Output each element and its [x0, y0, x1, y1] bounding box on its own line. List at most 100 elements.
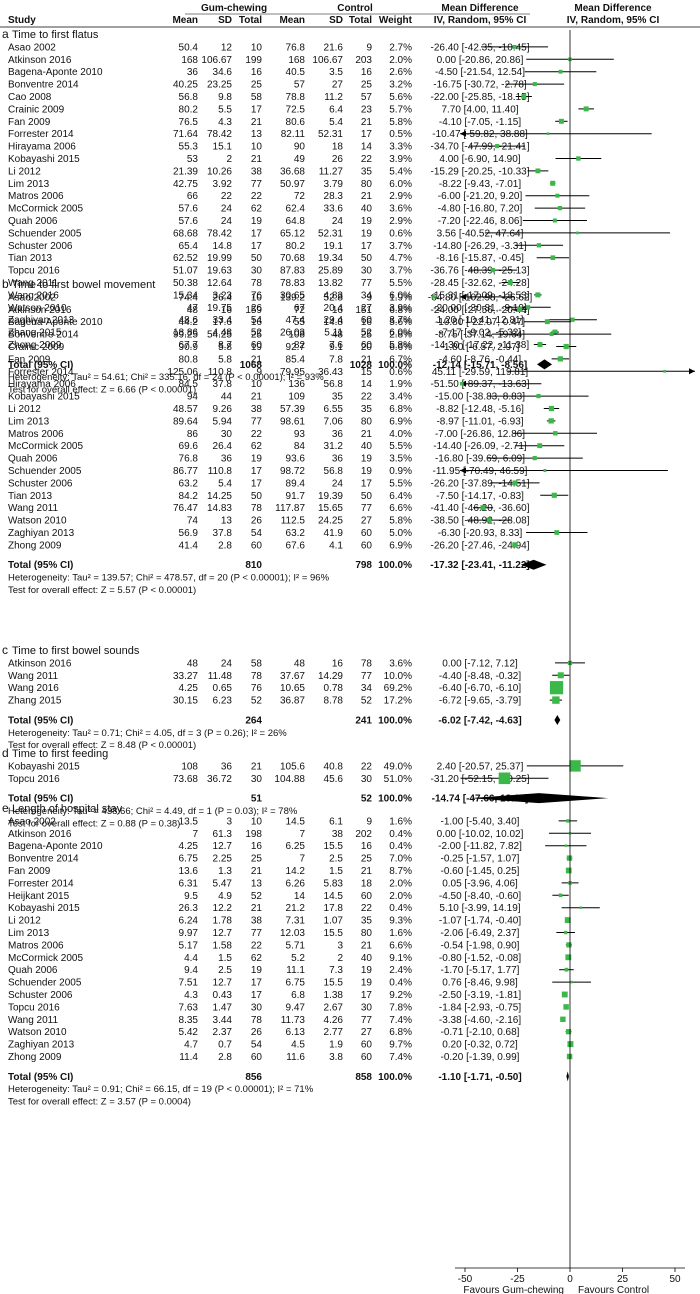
gum-sd: 44: [221, 392, 233, 403]
gum-total: 25: [251, 330, 263, 341]
gum-total: 13: [251, 129, 263, 140]
gum-total: 21: [251, 903, 263, 914]
study-marker: [460, 381, 464, 386]
study-name: Schuender 2005: [8, 228, 82, 239]
control-mean: 139.2: [280, 292, 305, 303]
section-letter: e: [2, 801, 9, 815]
control-total: 57: [361, 92, 373, 103]
study-marker: [558, 69, 563, 74]
study-weight: 2.4%: [389, 965, 412, 976]
control-mean: 117.87: [275, 503, 305, 514]
control-mean: 6.25: [286, 841, 306, 852]
control-total: 9: [366, 816, 372, 827]
control-sd: 14.5: [324, 891, 344, 902]
gum-sd: 4.48: [213, 328, 233, 339]
sd2-header: SD: [329, 15, 343, 26]
control-total: 22: [361, 761, 373, 772]
gum-total: 198: [245, 829, 262, 840]
control-mean: 11.1: [286, 965, 305, 976]
control-sd: 36: [332, 429, 344, 440]
control-sd: 2: [337, 953, 343, 964]
control-mean: 21.2: [286, 903, 306, 914]
control-total: 20: [361, 342, 373, 353]
gum-total: 10: [251, 379, 263, 390]
ci-arrow-left: [460, 293, 466, 300]
study-ci: -38.50 [-48.92, -28.08]: [431, 516, 530, 527]
study-name: Tian 2013: [8, 491, 53, 502]
gum-total: 16: [251, 841, 263, 852]
total-label: Total (95% CI): [8, 360, 73, 371]
gum-total: 50: [251, 253, 263, 264]
study-name: Quah 2006: [8, 454, 58, 465]
gum-sd: 1.78: [213, 916, 233, 927]
total-label: Total (95% CI): [8, 794, 73, 805]
control-total: 77: [361, 503, 373, 514]
study-weight: 5.6%: [389, 92, 412, 103]
control-sd: 3.79: [324, 179, 344, 190]
study-weight: 9.2%: [389, 990, 412, 1001]
gum-total: 78: [251, 278, 263, 289]
study-ci: -6.72 [-9.65, -3.79]: [439, 696, 521, 707]
study-marker: [549, 332, 554, 337]
control-total: 77: [361, 1015, 373, 1026]
group2-header: Control: [337, 3, 373, 14]
control-total: 19: [361, 216, 373, 227]
gum-mean: 41.4: [179, 540, 199, 551]
study-marker: [480, 505, 486, 511]
total-label: Total (95% CI): [8, 1072, 73, 1083]
control-total: 21: [361, 866, 373, 877]
gum-mean: 56.9: [179, 528, 199, 539]
study-marker: [564, 967, 569, 972]
study-marker: [554, 530, 560, 535]
total2-header: Total: [349, 15, 372, 26]
section-letter: c: [2, 643, 8, 657]
gum-total: 78: [251, 1015, 263, 1026]
study-name: Atkinson 2016: [8, 658, 72, 669]
study-ci: -6.40 [-6.70, -6.10]: [439, 683, 521, 694]
gum-sd: 0.43: [213, 990, 233, 1001]
study-ci: -14.40 [-26.09, -2.71]: [433, 441, 527, 452]
gum-mean: 67.7: [179, 340, 199, 351]
study-ci: -0.54 [-1.98, 0.90]: [441, 940, 520, 951]
x-tick-label: -25: [510, 1274, 525, 1285]
study-ci: -14.80 [-26.29, -3.31]: [433, 241, 527, 252]
control-sd: 36: [332, 454, 344, 465]
gum-mean: 40.25: [173, 80, 198, 91]
study-ci: -31.20 [-52.15, -10.25]: [431, 774, 530, 785]
study-ci: -8.75 [-37.14, 19.64]: [435, 330, 525, 341]
gum-mean: 50.4: [179, 42, 199, 53]
control-sd: 15.5: [324, 928, 344, 939]
study-ci: -15.29 [-20.25, -10.33]: [431, 166, 530, 177]
study-name: Bonventre 2014: [8, 330, 79, 341]
study-weight: 2.0%: [389, 55, 412, 66]
study-name: Zhong 2009: [8, 1052, 62, 1063]
study-name: Zhang 2015: [8, 696, 62, 707]
study-marker: [495, 144, 500, 149]
control-mean: 7: [299, 829, 305, 840]
control-mean: 30.65: [280, 290, 305, 301]
control-total: 9: [366, 42, 372, 53]
x-tick-label: 25: [617, 1274, 629, 1285]
control-mean: 6.26: [286, 878, 306, 889]
study-name: Zaghiyan 2013: [8, 528, 75, 539]
control-sd: 9.1: [329, 342, 343, 353]
control-total: 19: [361, 978, 373, 989]
control-sd: 19.34: [318, 253, 343, 264]
gum-sd: 33.4: [213, 315, 233, 326]
gum-total: 199: [245, 55, 262, 66]
control-sd: 52.31: [318, 129, 343, 140]
study-weight: 6.8%: [389, 1027, 412, 1038]
study-name: Schuster 2006: [8, 478, 73, 489]
gum-total: 60: [251, 1052, 263, 1063]
total-weight: 100.0%: [378, 360, 412, 371]
study-weight: 3.2%: [389, 80, 412, 91]
control-sd: 16: [332, 658, 344, 669]
study-marker: [537, 443, 543, 449]
total-gum-n: 51: [251, 794, 263, 805]
study-name: Kobayashi 2015: [8, 154, 80, 165]
control-mean: 104.88: [274, 774, 305, 785]
study-marker: [558, 118, 564, 124]
control-total: 35: [361, 916, 373, 927]
study-name: Watson 2010: [8, 303, 67, 314]
gum-total: 19: [251, 454, 263, 465]
